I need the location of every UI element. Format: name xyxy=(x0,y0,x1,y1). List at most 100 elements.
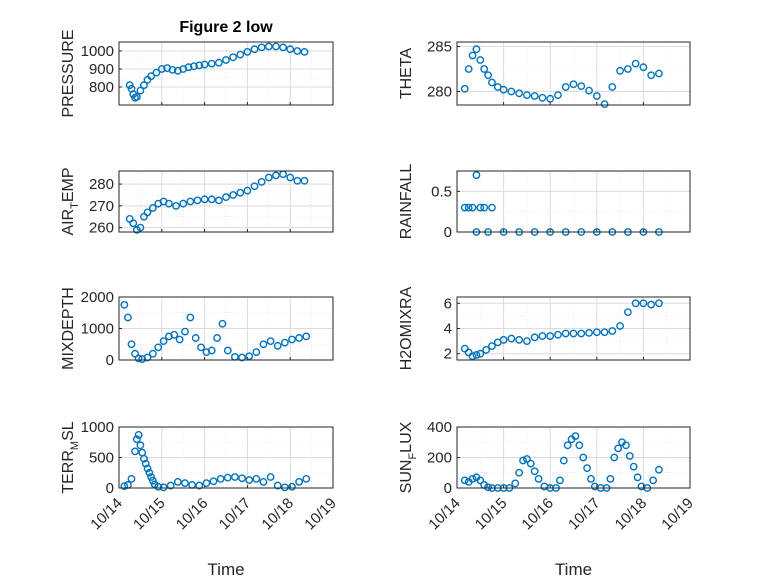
data-point xyxy=(623,65,632,73)
data-point xyxy=(243,186,252,195)
data-point xyxy=(476,349,485,358)
chart-title: Figure 2 low xyxy=(179,19,273,36)
data-point xyxy=(218,319,227,328)
data-point xyxy=(464,65,473,73)
data-point xyxy=(622,441,630,450)
data-point xyxy=(143,208,152,217)
data-point xyxy=(655,299,663,308)
data-point xyxy=(554,91,562,100)
data-point xyxy=(168,66,177,74)
data-point xyxy=(186,313,195,322)
data-point xyxy=(488,203,496,212)
data-point xyxy=(460,344,469,353)
data-point xyxy=(154,482,163,491)
data-point xyxy=(216,474,225,483)
data-point xyxy=(579,453,588,462)
y-tick-label: 6 xyxy=(444,295,452,312)
y-axis-label: PRESSURE xyxy=(60,29,77,117)
data-point xyxy=(231,473,239,481)
data-point xyxy=(136,223,145,232)
x-tick-label: 10/17 xyxy=(216,495,255,534)
data-point xyxy=(195,481,204,490)
data-point xyxy=(243,48,252,56)
data-point xyxy=(300,48,309,56)
data-point xyxy=(172,201,180,210)
y-tick-label: 1000 xyxy=(81,419,114,436)
y-axis-label: TERRMSL xyxy=(60,421,81,493)
y-tick-label: 400 xyxy=(427,419,452,436)
data-point xyxy=(286,173,295,182)
data-point xyxy=(472,45,481,54)
x-tick-label: 10/14 xyxy=(87,495,126,534)
data-point xyxy=(614,444,623,453)
data-point xyxy=(145,468,154,477)
axes-box xyxy=(118,426,334,489)
data-point xyxy=(515,89,524,98)
data-point xyxy=(472,171,481,179)
data-point xyxy=(120,300,129,309)
data-point xyxy=(629,462,638,471)
y-axis-label: SUNFLUX xyxy=(398,421,419,493)
data-point xyxy=(302,332,311,341)
x-tick-label: 10/15 xyxy=(130,495,169,534)
data-point xyxy=(236,188,245,197)
rainfall-axes: 0 0.5 RAINFALL xyxy=(398,164,691,241)
data-point xyxy=(279,170,287,179)
data-point xyxy=(266,473,275,481)
data-point xyxy=(214,58,223,67)
x-axis-label: Time xyxy=(555,560,592,579)
data-point xyxy=(288,482,296,491)
data-point xyxy=(649,476,658,485)
data-point xyxy=(464,348,473,357)
data-point xyxy=(606,474,615,483)
data-point xyxy=(245,352,254,361)
data-point xyxy=(302,474,311,483)
data-point xyxy=(616,322,624,330)
data-point xyxy=(131,447,139,456)
data-point xyxy=(159,483,168,492)
data-point xyxy=(143,353,152,362)
data-point xyxy=(561,83,570,91)
data-point xyxy=(152,68,161,77)
data-point xyxy=(127,474,136,483)
axes-box xyxy=(456,426,691,489)
data-point xyxy=(530,467,539,476)
data-point xyxy=(639,299,648,308)
data-point xyxy=(200,60,209,69)
data-point xyxy=(484,483,492,492)
data-point xyxy=(295,477,304,486)
data-point xyxy=(515,468,524,477)
data-point xyxy=(530,333,539,342)
data-point xyxy=(120,482,129,491)
data-point xyxy=(575,441,584,450)
data-point xyxy=(480,65,489,73)
data-point xyxy=(202,479,211,488)
data-point xyxy=(147,72,156,81)
y-tick-label: 0 xyxy=(444,224,452,241)
data-point xyxy=(207,195,216,204)
data-point xyxy=(616,66,624,75)
data-point xyxy=(170,330,179,339)
data-point xyxy=(280,483,289,492)
y-tick-label: 0.5 xyxy=(431,183,452,200)
data-point xyxy=(273,481,282,490)
data-point xyxy=(188,481,197,489)
x-tick-label: 10/19 xyxy=(658,495,697,534)
data-point xyxy=(585,329,593,337)
data-point xyxy=(515,335,524,344)
y-tick-label: 260 xyxy=(89,220,114,237)
data-point xyxy=(223,473,232,482)
data-point xyxy=(511,479,520,488)
y-tick-label: 0 xyxy=(106,480,114,497)
y-tick-label: 280 xyxy=(89,176,114,193)
x-tick-label: 10/16 xyxy=(518,495,557,534)
data-point xyxy=(571,432,580,441)
data-point xyxy=(264,173,273,182)
data-point xyxy=(209,477,218,486)
data-point xyxy=(141,459,150,468)
data-point xyxy=(140,81,148,90)
data-point xyxy=(154,343,163,352)
y-axis-label: H2OMIXRA xyxy=(398,286,415,370)
